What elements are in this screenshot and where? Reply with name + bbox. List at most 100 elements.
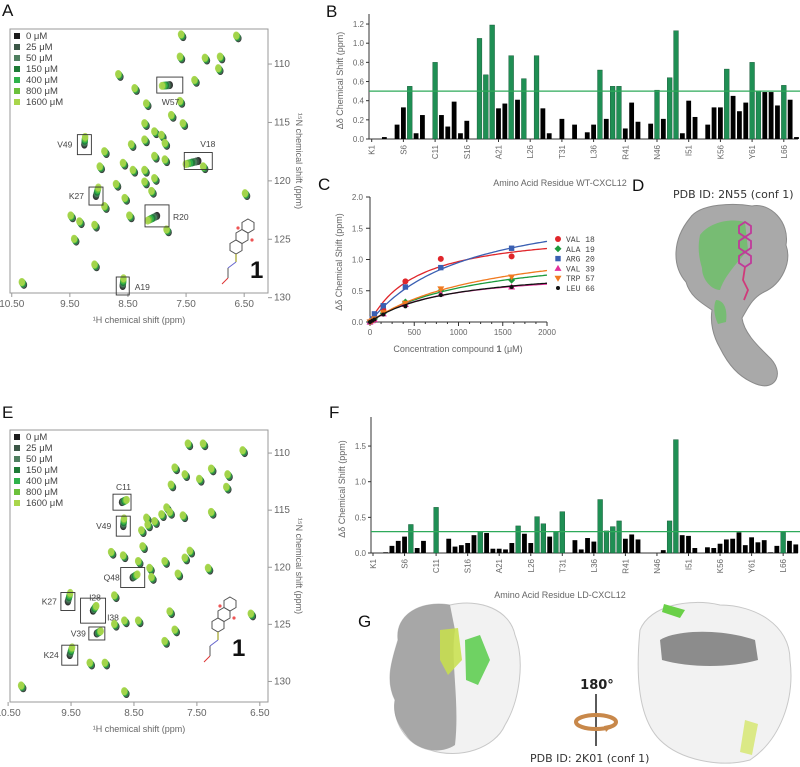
- legend-marker: [554, 275, 562, 282]
- binding-patch-yellow: [740, 720, 758, 755]
- nmr-peak: [91, 260, 100, 272]
- series-val-18: VAL 18: [367, 236, 595, 325]
- residue-bar: [591, 541, 597, 553]
- residue-bar: [635, 121, 641, 139]
- data-point: [438, 293, 443, 298]
- legend-marker: [555, 255, 561, 262]
- nmr-peak: [176, 52, 186, 64]
- residue-bar: [705, 124, 711, 139]
- legend-swatch: [14, 55, 20, 61]
- legend-swatch: [14, 445, 20, 451]
- binding-patch-yellow: [440, 628, 462, 675]
- y-tick-label: 110: [274, 59, 290, 70]
- nmr-peak: [167, 110, 177, 122]
- nmr-peak: [179, 119, 189, 130]
- peak-label: R20: [173, 212, 189, 222]
- y-tick-label: 1.0: [352, 256, 364, 265]
- nmr-peak: [126, 211, 135, 223]
- nmr-peak: [134, 616, 144, 628]
- nmr-peak: [179, 511, 189, 523]
- legend-label: 400 μM: [26, 476, 58, 487]
- legend-swatch: [14, 467, 20, 473]
- y-tick-label: 130: [274, 293, 291, 304]
- x-tick-label: T31: [558, 144, 567, 158]
- fit-curve: [369, 240, 548, 323]
- peak-label: K27: [69, 191, 84, 201]
- x-tick-label: S16: [464, 558, 473, 573]
- nmr-peak: [67, 211, 76, 223]
- panel-label-a: A: [2, 1, 14, 20]
- nmr-peak: [181, 553, 191, 565]
- y-tick-label: 0.0: [355, 549, 367, 558]
- x-tick-label: N46: [653, 558, 662, 573]
- nmr-peak: [167, 480, 177, 492]
- legend-swatch: [14, 99, 20, 105]
- x-axis-label: Amino Acid Residue LD-CXCL12: [494, 590, 626, 600]
- nmr-peak: [148, 572, 157, 584]
- residue-bar: [458, 133, 463, 139]
- fit-curve: [369, 269, 548, 323]
- legend-swatch: [14, 489, 20, 495]
- nmr-peak: [161, 138, 171, 150]
- legend-marker: [554, 264, 562, 271]
- peak-box: [112, 493, 132, 511]
- y-tick-label: 0.0: [352, 318, 364, 327]
- legend-swatch: [14, 478, 20, 484]
- x-tick-label: K1: [369, 558, 378, 568]
- legend-swatch: [14, 500, 20, 506]
- panel-label-c: C: [318, 175, 330, 194]
- legend-label: ARG 20: [566, 256, 595, 265]
- peak-box: [120, 567, 146, 588]
- residue-bar: [711, 107, 717, 139]
- binding-site-patch: [714, 300, 727, 324]
- nmr-peak: [119, 158, 129, 170]
- legend-label: 800 μM: [26, 86, 58, 97]
- x-tick-label: L26: [527, 558, 536, 572]
- nmr-peak: [199, 439, 209, 451]
- residue-bar: [540, 523, 546, 554]
- nmr-peak: [199, 162, 209, 174]
- dimer-subunit: [389, 604, 457, 751]
- residue-bar: [408, 524, 414, 554]
- nmr-peak: [93, 627, 104, 638]
- legend-swatch: [14, 434, 20, 440]
- nmr-peak: [201, 53, 211, 65]
- data-point: [380, 303, 386, 309]
- legend-marker: [554, 245, 562, 253]
- peak-label: Q48: [104, 573, 120, 583]
- residue-bar: [755, 90, 762, 140]
- residue-bar: [446, 538, 452, 553]
- y-tick-label: 1.2: [353, 20, 365, 29]
- nmr-peak: [174, 569, 184, 581]
- x-tick-label: L66: [780, 144, 789, 158]
- nmr-peak: [161, 155, 171, 167]
- x-tick-label: 9.50: [60, 299, 80, 310]
- residue-bar: [648, 123, 654, 139]
- residue-bar: [755, 542, 761, 553]
- legend-swatch: [14, 77, 20, 83]
- x-tick-label: 2000: [538, 328, 556, 337]
- residue-bar: [622, 128, 628, 139]
- residue-bar: [616, 520, 622, 554]
- y-tick-label: 130: [274, 676, 291, 687]
- peak-label: K24: [44, 650, 59, 660]
- x-tick-label: N46: [653, 144, 662, 159]
- residue-bar: [489, 24, 495, 140]
- nmr-peak: [127, 140, 137, 151]
- protein-surface-back: [637, 602, 792, 764]
- residue-bar: [686, 535, 691, 553]
- x-tick-label: T31: [558, 558, 567, 572]
- residue-bar: [723, 539, 729, 553]
- x-tick-label: C11: [432, 558, 441, 573]
- residue-bar: [572, 540, 578, 553]
- nmr-peak: [166, 507, 175, 519]
- fit-curve: [369, 274, 548, 323]
- y-tick-label: 2.0: [352, 193, 364, 202]
- panel-label-e: E: [2, 403, 13, 422]
- nmr-peak: [166, 607, 175, 619]
- peak-box: [88, 186, 104, 206]
- nmr-peak: [207, 507, 217, 519]
- residue-bar: [483, 74, 489, 140]
